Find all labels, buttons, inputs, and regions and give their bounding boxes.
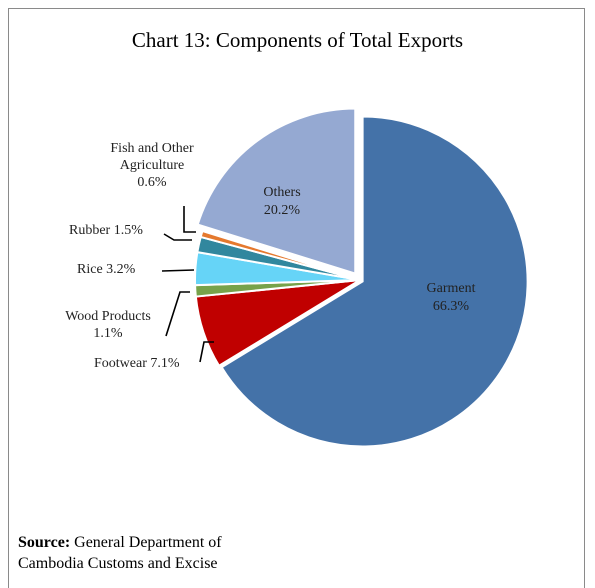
source-line1: General Department of — [70, 534, 222, 551]
leader-line-footwear — [199, 341, 214, 363]
label-others: Others 20.2% — [263, 185, 300, 218]
label-rice: Rice 3.2% — [77, 262, 136, 277]
pie-slice-fish-and-other-agriculture — [199, 229, 361, 281]
pie-slice-others — [196, 107, 357, 275]
label-garment: Garment 66.3% — [427, 281, 476, 314]
source-prefix: Source: — [18, 534, 71, 551]
source-note: Source: General Department of Cambodia C… — [18, 532, 222, 574]
source-line2: Cambodia Customs and Excise — [18, 555, 218, 572]
leader-line-wood — [165, 291, 190, 337]
leader-line-fish — [183, 206, 196, 233]
leader-line-rice — [161, 269, 195, 272]
label-footwear: Footwear 7.1% — [94, 356, 180, 371]
label-wood: Wood Products 1.1% — [65, 309, 151, 341]
label-fish: Fish and Other Agriculture 0.6% — [110, 141, 194, 190]
chart-title: Chart 13: Components of Total Exports — [131, 28, 464, 52]
pie-slice-garment — [220, 115, 529, 448]
label-rubber: Rubber 1.5% — [69, 223, 143, 238]
leader-line-rubber — [163, 233, 192, 241]
